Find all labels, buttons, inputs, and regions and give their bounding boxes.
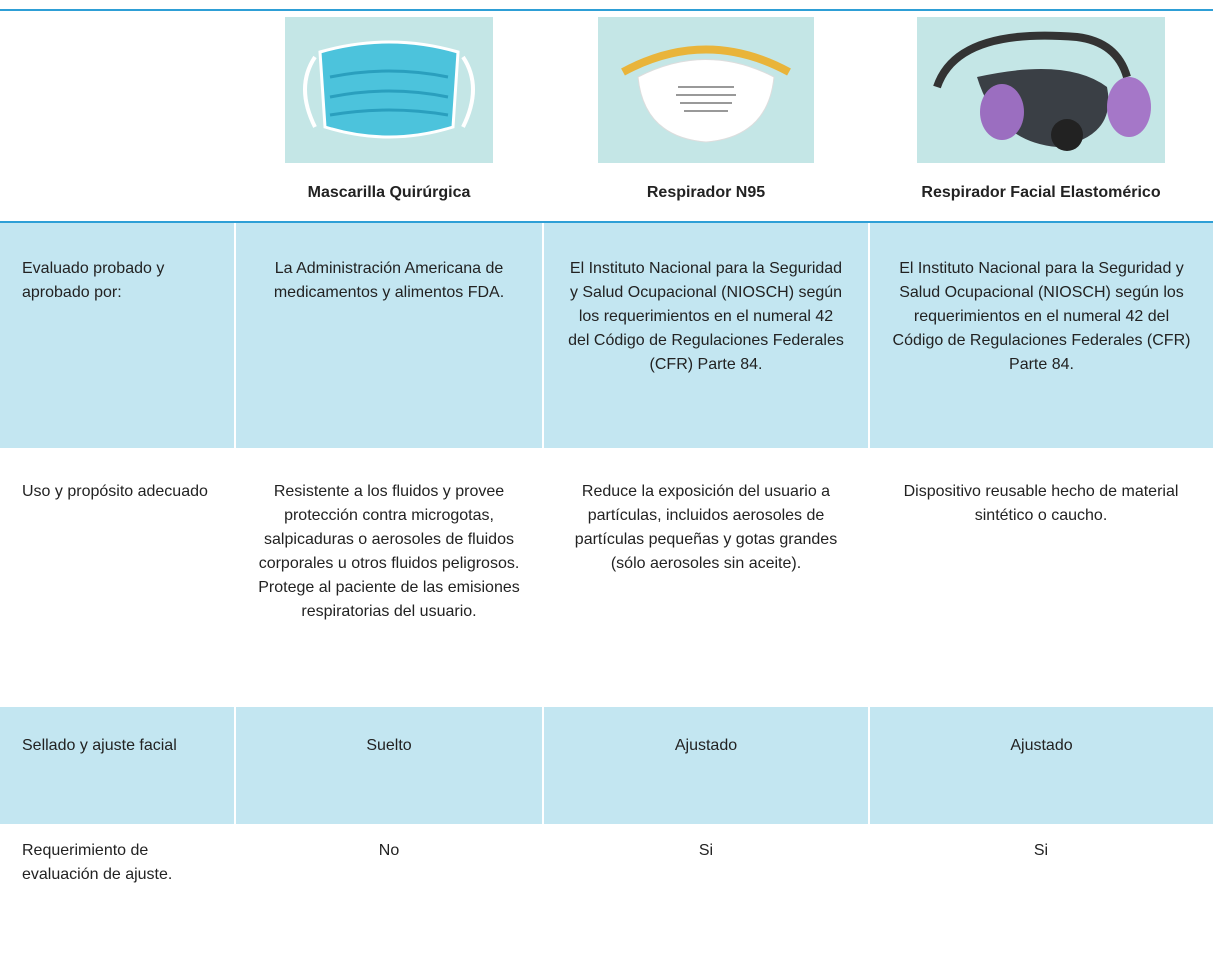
n95-image xyxy=(598,17,814,163)
table-row: Requerimiento de evaluación de ajuste. N… xyxy=(0,824,1213,965)
elastomeric-image xyxy=(917,17,1165,163)
cell: Ajustado xyxy=(868,707,1213,824)
row-label: Uso y propósito adecuado xyxy=(22,483,208,500)
cell: El Instituto Nacional para la Seguridad … xyxy=(868,222,1213,448)
cell: Si xyxy=(698,842,714,859)
cell: No xyxy=(378,842,400,859)
comparison-table: Mascarilla Quirúrgica Respirador N95 Res… xyxy=(0,11,1213,965)
surgical-mask-image xyxy=(285,17,493,163)
top-rule xyxy=(0,9,1213,11)
row-label: Sellado y ajuste facial xyxy=(0,707,235,824)
cell: Resistente a los fluidos y provee protec… xyxy=(258,483,520,620)
column-title: Mascarilla Quirúrgica xyxy=(307,184,471,201)
header-cell: Respirador N95 xyxy=(543,11,869,223)
cell: El Instituto Nacional para la Seguridad … xyxy=(542,222,869,448)
row-label: Requerimiento de evaluación de ajuste. xyxy=(22,842,173,883)
cell: La Administración Americana de medicamen… xyxy=(234,222,543,448)
cell: Si xyxy=(1033,842,1049,859)
table-row: Uso y propósito adecuado Resistente a lo… xyxy=(0,448,1213,707)
cell: Dispositivo reusable hecho de material s… xyxy=(903,483,1179,524)
table-row: Evaluado probado y aprobado por: La Admi… xyxy=(0,222,1213,448)
header-row: Mascarilla Quirúrgica Respirador N95 Res… xyxy=(0,11,1213,223)
row-label: Evaluado probado y aprobado por: xyxy=(0,222,235,448)
cell: Ajustado xyxy=(542,707,869,824)
table-row: Sellado y ajuste facial Suelto Ajustado … xyxy=(0,707,1213,824)
cell: Reduce la exposición del usuario a partí… xyxy=(574,483,838,572)
header-cell: Respirador Facial Elastomérico xyxy=(869,11,1213,223)
cell: Suelto xyxy=(234,707,543,824)
column-title: Respirador Facial Elastomérico xyxy=(921,184,1161,201)
empty-cell xyxy=(0,11,235,223)
header-cell: Mascarilla Quirúrgica xyxy=(235,11,543,223)
column-title: Respirador N95 xyxy=(646,184,766,201)
